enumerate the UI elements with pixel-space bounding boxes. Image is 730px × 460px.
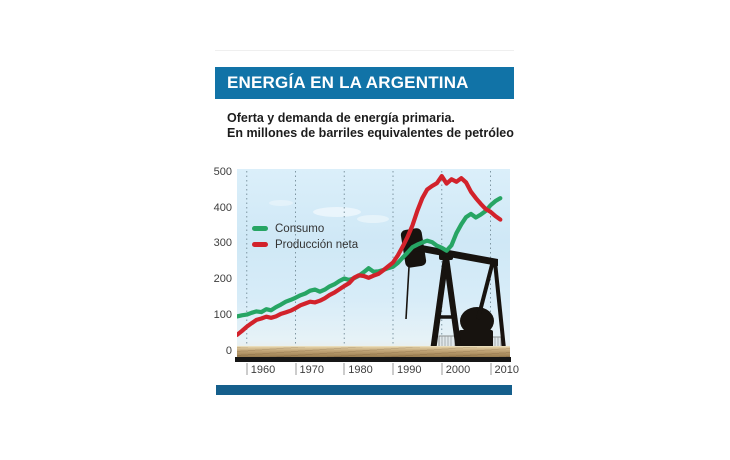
x-tick-label-1970: 1970 — [299, 364, 324, 376]
x-tick-label-1960: 1960 — [250, 364, 276, 376]
legend-label-consumo: Consumo — [275, 222, 325, 235]
produccion_neta-line — [237, 173, 503, 337]
y-tick-label-300: 300 — [213, 237, 232, 250]
x-tick-label-2000: 2000 — [445, 364, 471, 376]
x-tick-label-1980: 1980 — [348, 364, 373, 376]
x-tick-mark-1960 — [245, 363, 248, 375]
y-tick-label-100: 100 — [213, 308, 232, 321]
legend-swatch-consumo — [252, 226, 268, 231]
data-series — [237, 173, 503, 337]
y-tick-label-400: 400 — [213, 201, 232, 214]
subtitle-line-2: En millones de barriles equivalentes de … — [227, 126, 514, 140]
infographic-title: ENERGÍA EN LA ARGENTINA — [227, 73, 469, 92]
plot-area: Consumo Producción neta — [237, 169, 510, 359]
consumo-line — [237, 196, 503, 319]
y-tick-label-0: 0 — [225, 344, 232, 357]
top-divider — [215, 50, 514, 51]
chart-canvas — [237, 171, 507, 353]
ground-strip — [237, 346, 510, 359]
x-tick-mark-1980 — [343, 363, 346, 375]
x-tick-mark-1970 — [294, 363, 297, 375]
legend-item-consumo: Consumo — [252, 221, 358, 236]
clouds — [269, 200, 389, 223]
x-tick-mark-2010 — [489, 363, 492, 375]
x-tick-label-2010: 2010 — [494, 364, 519, 376]
x-axis-line — [235, 357, 511, 362]
bottom-accent-bar — [216, 385, 512, 395]
y-tick-label-200: 200 — [213, 273, 232, 286]
x-tick-mark-2000 — [440, 363, 443, 375]
x-axis-labels: 1960 1970 1980 1990 2000 2010 — [237, 363, 519, 379]
legend-swatch-produccion_neta — [252, 242, 268, 247]
pumpjack-silhouette-icon — [400, 228, 507, 353]
x-tick-mark-1990 — [392, 363, 394, 375]
y-axis-labels: 500 400 300 200 100 0 — [198, 166, 232, 365]
legend-label-produccion_neta: Producción neta — [275, 238, 359, 251]
legend: Consumo Producción neta — [252, 221, 358, 253]
subtitle-line-1: Oferta y demanda de energía primaria. — [227, 111, 455, 125]
legend-item-produccion_neta: Producción neta — [252, 237, 358, 252]
chart-subtitle: Oferta y demanda de energía primaria. En… — [227, 111, 514, 141]
y-tick-label-500: 500 — [213, 166, 232, 178]
title-bar: ENERGÍA EN LA ARGENTINA — [215, 67, 514, 99]
x-tick-label-1990: 1990 — [397, 364, 422, 376]
